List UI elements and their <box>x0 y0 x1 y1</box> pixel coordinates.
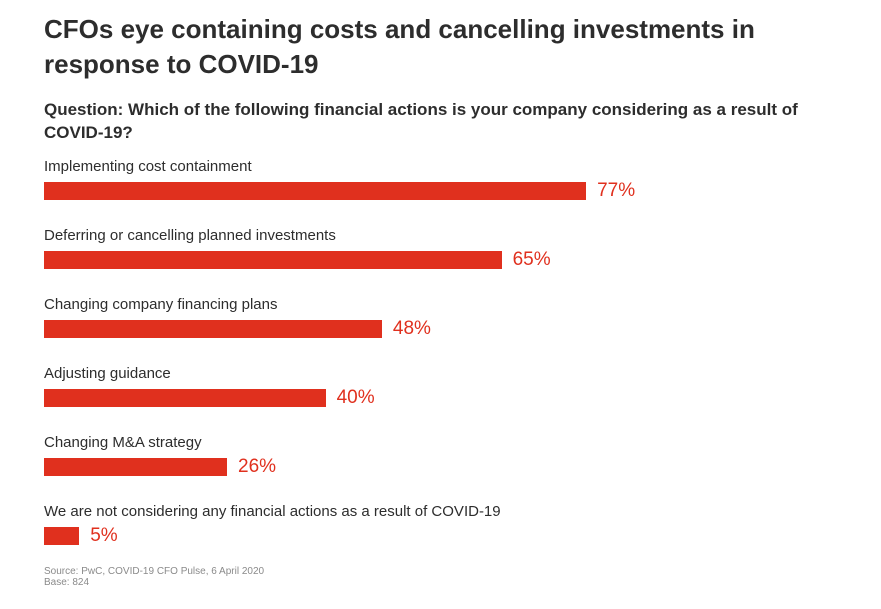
category-label: Changing M&A strategy <box>44 434 202 451</box>
source-note: Source: PwC, COVID-19 CFO Pulse, 6 April… <box>44 566 264 588</box>
source-text: Source: PwC, COVID-19 CFO Pulse, 6 April… <box>44 566 265 577</box>
value-label: 48% <box>392 318 431 339</box>
value-label: 26% <box>238 456 277 477</box>
value-label: 77% <box>597 180 636 201</box>
chart-question: Question: Which of the following financi… <box>44 100 798 142</box>
bar <box>44 251 502 269</box>
category-label: Changing company financing plans <box>44 296 278 313</box>
bar <box>44 527 80 545</box>
bar <box>44 458 228 476</box>
value-label: 5% <box>90 525 118 546</box>
category-label: We are not considering any financial act… <box>44 503 501 520</box>
category-label: Deferring or cancelling planned investme… <box>44 227 336 244</box>
value-label: 65% <box>512 249 551 270</box>
bar <box>44 389 326 407</box>
category-label: Adjusting guidance <box>44 365 171 382</box>
base-text: Base: 824 <box>44 577 90 588</box>
bar <box>44 182 587 200</box>
category-label: Implementing cost containment <box>44 158 252 175</box>
bar <box>44 320 382 338</box>
value-label: 40% <box>336 387 375 408</box>
chart-title: CFOs eye containing costs and cancelling… <box>44 14 755 79</box>
